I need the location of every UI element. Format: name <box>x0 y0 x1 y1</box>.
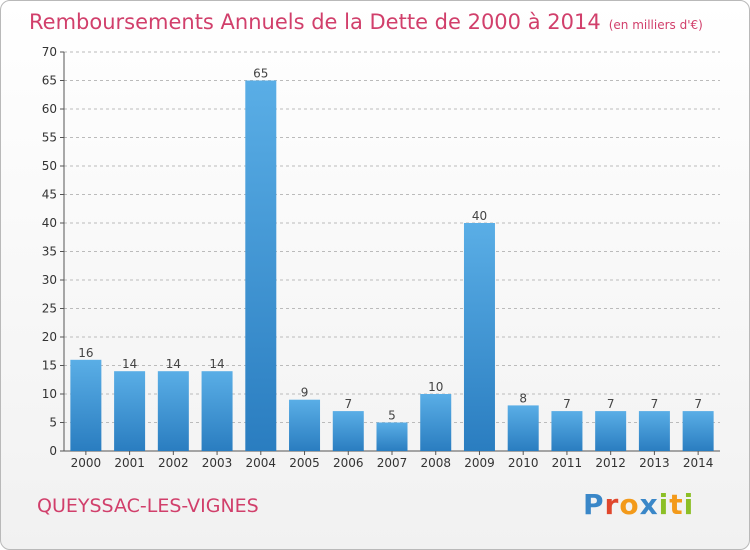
bar <box>376 422 408 451</box>
x-tick-label: 2006 <box>333 456 364 470</box>
bar-value-label: 10 <box>428 380 443 394</box>
y-tick-label: 55 <box>42 131 57 145</box>
bar-value-label: 14 <box>166 357 181 371</box>
bar-value-label: 16 <box>78 346 93 360</box>
bar <box>332 411 364 451</box>
bar <box>551 411 583 451</box>
logo-letter: i <box>658 488 670 521</box>
commune-name: QUEYSSAC-LES-VIGNES <box>37 495 259 517</box>
y-tick-label: 5 <box>49 416 57 430</box>
y-tick-label: 20 <box>42 330 57 344</box>
logo-letter: x <box>639 488 659 521</box>
y-tick-label: 10 <box>42 387 57 401</box>
bar-value-label: 8 <box>519 391 527 405</box>
x-tick-label: 2012 <box>595 456 626 470</box>
logo-letter: i <box>683 488 695 521</box>
bar <box>595 411 627 451</box>
bar-value-label: 5 <box>388 409 396 423</box>
bar-value-label: 7 <box>694 397 702 411</box>
x-tick-label: 2007 <box>377 456 408 470</box>
bar <box>638 411 670 451</box>
bar <box>289 399 321 451</box>
bar-value-label: 7 <box>607 397 615 411</box>
x-tick-label: 2008 <box>420 456 451 470</box>
x-tick-label: 2013 <box>639 456 670 470</box>
y-tick-label: 25 <box>42 302 57 316</box>
chart-unit-note: (en milliers d'€) <box>608 18 703 32</box>
bar <box>245 80 277 451</box>
y-tick-label: 65 <box>42 74 57 88</box>
bar-value-label: 14 <box>122 357 137 371</box>
bar-value-label: 7 <box>344 397 352 411</box>
bar <box>507 405 539 451</box>
y-tick-label: 30 <box>42 273 57 287</box>
x-tick-label: 2001 <box>114 456 145 470</box>
x-tick-label: 2004 <box>246 456 277 470</box>
bar-value-label: 9 <box>301 386 309 400</box>
x-tick-label: 2005 <box>289 456 320 470</box>
bar-value-label: 7 <box>651 397 659 411</box>
chart-title: Remboursements Annuels de la Dette de 20… <box>29 10 703 34</box>
bar <box>463 223 495 451</box>
y-tick-label: 40 <box>42 216 57 230</box>
proxiti-logo: Proxiti <box>583 488 694 521</box>
bar-value-label: 40 <box>472 209 487 223</box>
y-tick-label: 0 <box>49 444 57 458</box>
y-tick-label: 35 <box>42 245 57 259</box>
y-tick-label: 60 <box>42 102 57 116</box>
logo-letter: r <box>604 488 620 521</box>
x-tick-label: 2011 <box>552 456 583 470</box>
logo-letter: P <box>583 488 605 521</box>
bar <box>420 394 452 451</box>
bar-value-label: 14 <box>209 357 224 371</box>
y-tick-label: 45 <box>42 188 57 202</box>
y-tick-label: 70 <box>42 45 57 59</box>
x-tick-label: 2000 <box>71 456 102 470</box>
x-tick-label: 2003 <box>202 456 233 470</box>
bar <box>201 371 233 451</box>
x-tick-label: 2014 <box>683 456 714 470</box>
logo-letter: t <box>669 488 684 521</box>
x-tick-label: 2002 <box>158 456 189 470</box>
x-tick-label: 2009 <box>464 456 495 470</box>
y-tick-label: 50 <box>42 159 57 173</box>
bar <box>157 371 189 451</box>
bar <box>70 359 102 451</box>
bar-value-label: 65 <box>253 67 268 81</box>
bar <box>114 371 146 451</box>
x-tick-label: 2010 <box>508 456 539 470</box>
bar-value-label: 7 <box>563 397 571 411</box>
logo-letter: o <box>619 488 640 521</box>
chart-title-text: Remboursements Annuels de la Dette de 20… <box>29 10 601 34</box>
bar <box>682 411 714 451</box>
y-tick-label: 15 <box>42 359 57 373</box>
